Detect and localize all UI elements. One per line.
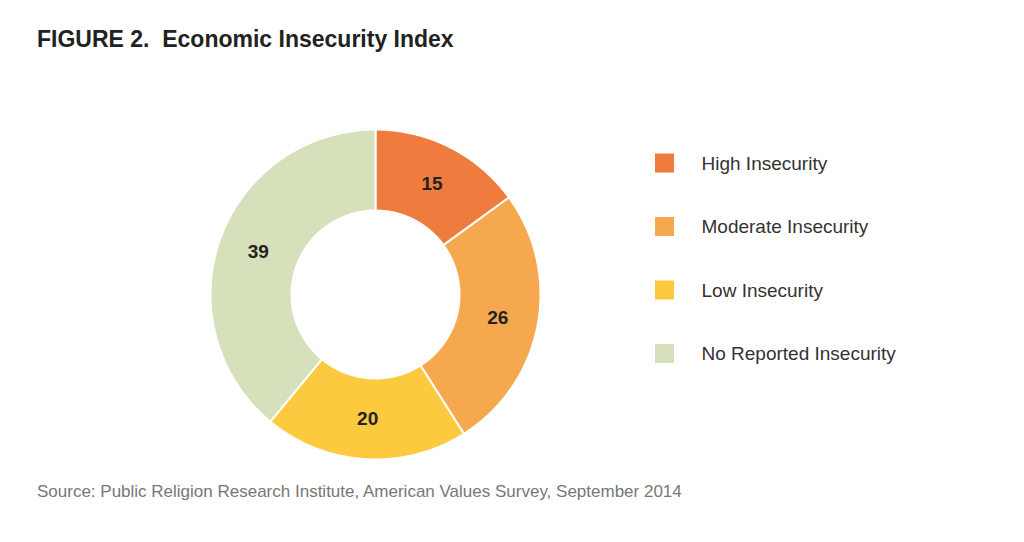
svg-text:No Reported Insecurity: No Reported Insecurity <box>702 343 897 364</box>
svg-text:Moderate Insecurity: Moderate Insecurity <box>702 216 869 237</box>
svg-text:20: 20 <box>357 408 378 429</box>
svg-text:Low Insecurity: Low Insecurity <box>702 280 824 301</box>
svg-text:High Insecurity: High Insecurity <box>702 153 828 174</box>
html-text:FIGURE 2. Economic Insecurity: FIGURE 2. Economic Insecurity Index <box>37 26 454 52</box>
html-text:Source: Public Religion Resear: Source: Public Religion Research Institu… <box>37 482 682 501</box>
svg-text:39: 39 <box>248 241 269 262</box>
svg-text:26: 26 <box>487 307 508 328</box>
svg-text:15: 15 <box>421 173 443 194</box>
